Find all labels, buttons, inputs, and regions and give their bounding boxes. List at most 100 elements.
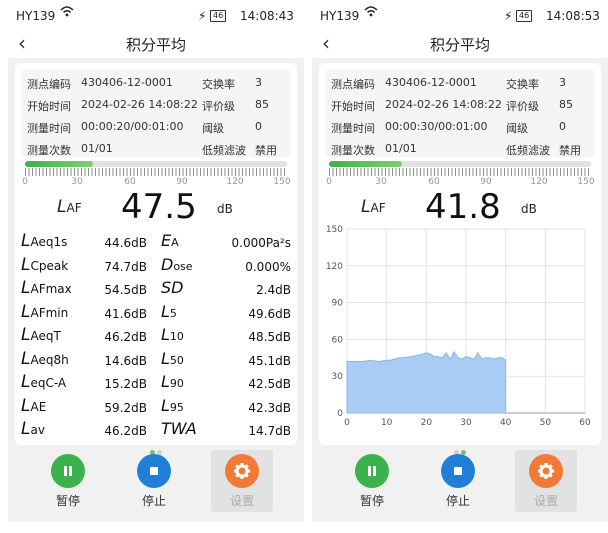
metric-label-left: LAeqT — [21, 325, 61, 345]
stop-label: 停止 — [141, 494, 166, 508]
chart-data-point — [485, 357, 487, 359]
chart-data-point — [441, 357, 443, 359]
bottom-toolbar: 暂停 停止 设置 — [8, 450, 304, 522]
low-freq-filter-value: 禁用 — [255, 144, 277, 157]
metric-letter: L — [161, 395, 170, 415]
metric-letter: L — [21, 254, 31, 275]
chart-data-point — [505, 359, 507, 361]
metric-letter: L — [21, 395, 31, 416]
metric-value-right: 14.7dB — [248, 424, 291, 438]
point-code-value: 430406-12-0001 — [385, 76, 477, 89]
metric-label-right: L50 — [161, 349, 184, 368]
pause-button[interactable]: 暂停 — [341, 450, 403, 512]
metric-letter: SD — [161, 278, 184, 297]
chart-data-point — [390, 359, 392, 361]
metric-subscript: Aeq8h — [30, 352, 69, 367]
stop-button[interactable]: 停止 — [123, 450, 185, 512]
metric-label-left: Lav — [21, 419, 45, 439]
count-label: 测量次数 — [331, 144, 375, 157]
back-arrow-icon[interactable]: ‹ — [322, 31, 330, 55]
duration-label: 测量时间 — [27, 122, 71, 135]
metric-label-left: LAeq8h — [21, 349, 69, 369]
x-tick-label: 10 — [381, 418, 393, 428]
exchange-rate-value: 3 — [255, 76, 262, 89]
count-value: 01/01 — [81, 142, 113, 155]
page-title: 积分平均 — [125, 36, 186, 54]
threshold-label: 阈级 — [202, 122, 224, 135]
chart-data-point — [477, 352, 479, 354]
y-tick-label: 30 — [332, 372, 344, 382]
settings-label: 设置 — [229, 494, 254, 508]
gear-icon — [225, 454, 259, 488]
chart-data-point — [489, 357, 491, 359]
carrier-name: HY139 — [320, 9, 360, 23]
chart-data-point — [497, 357, 499, 359]
eval-level-value: 85 — [559, 98, 573, 111]
chart-data-point — [501, 357, 503, 359]
settings-button[interactable]: 设置 — [515, 450, 577, 512]
chart-data-point — [457, 357, 459, 359]
charging-icon: ⚡ — [504, 9, 513, 23]
chart-data-point — [346, 360, 348, 363]
chart-data-point — [429, 353, 431, 355]
main-level-unit: dB — [521, 202, 537, 216]
main-level-sub: AF — [370, 201, 386, 215]
metric-label-left: LAeq1s — [21, 231, 67, 251]
main-level-unit: dB — [217, 202, 233, 216]
stop-icon — [137, 454, 171, 488]
main-level-label: LAF — [361, 197, 386, 217]
metric-subscript: Aeq1s — [30, 235, 68, 249]
metric-value-left: 15.2dB — [104, 377, 147, 391]
page-dot — [157, 450, 162, 455]
level-bar — [25, 161, 287, 167]
metric-label-left: LAFmin — [21, 302, 68, 322]
back-arrow-icon[interactable]: ‹ — [18, 31, 26, 55]
metric-letter: E — [161, 231, 172, 250]
y-tick-label: 120 — [326, 262, 343, 272]
pause-label: 暂停 — [55, 494, 80, 508]
metric-letter: TWA — [161, 419, 197, 438]
settings-button[interactable]: 设置 — [211, 450, 273, 512]
pause-icon — [51, 454, 85, 488]
chart-area-series — [346, 350, 507, 414]
metric-value-left: 44.6dB — [104, 236, 147, 250]
chart-data-point — [465, 356, 467, 358]
metric-letter: L — [21, 301, 31, 322]
chart-data-point — [421, 353, 423, 355]
x-tick-label: 40 — [500, 418, 512, 428]
chart-data-point — [481, 358, 483, 360]
battery-icon: 46 — [516, 10, 533, 22]
scale-label: 60 — [124, 177, 136, 187]
scale-label: 90 — [176, 177, 188, 187]
chart-data-point — [417, 354, 419, 356]
point-code-value: 430406-12-0001 — [81, 76, 173, 89]
metric-subscript: av — [30, 423, 45, 437]
metric-subscript: 90 — [169, 377, 184, 390]
stop-button[interactable]: 停止 — [427, 450, 489, 512]
start-time-value: 2024-02-26 14:08:22 — [81, 98, 198, 111]
metric-subscript: AE — [30, 399, 47, 414]
chart-data-point — [469, 357, 471, 359]
chart-data-point — [366, 360, 368, 362]
level-history-chart: 0 30 60 90 120 150 0 10 20 30 40 50 60 — [326, 225, 591, 428]
metric-label-left: LeqC-A — [21, 372, 66, 392]
low-freq-filter-label: 低频滤波 — [506, 144, 550, 157]
y-tick-label: 90 — [332, 299, 344, 309]
metric-subscript: 10 — [169, 330, 184, 343]
metric-label-right: EA — [161, 231, 179, 250]
low-freq-filter-label: 低频滤波 — [202, 144, 246, 157]
point-code-label: 测点编码 — [27, 78, 71, 91]
title-bar: ‹ 积分平均 — [312, 30, 608, 58]
metric-letter: L — [161, 301, 170, 321]
main-level-sub: AF — [66, 201, 82, 215]
x-tick-label: 20 — [421, 418, 433, 428]
metric-value-left: 14.6dB — [104, 353, 147, 368]
eval-level-value: 85 — [255, 98, 269, 111]
pause-button[interactable]: 暂停 — [37, 450, 99, 512]
clock: 14:08:53 — [546, 9, 600, 23]
page-dot-active — [150, 450, 155, 455]
scale-label: 30 — [375, 177, 387, 187]
metric-value-right: 0.000% — [245, 259, 291, 274]
chart-data-point — [401, 357, 404, 359]
exchange-rate-label: 交换率 — [202, 78, 235, 91]
